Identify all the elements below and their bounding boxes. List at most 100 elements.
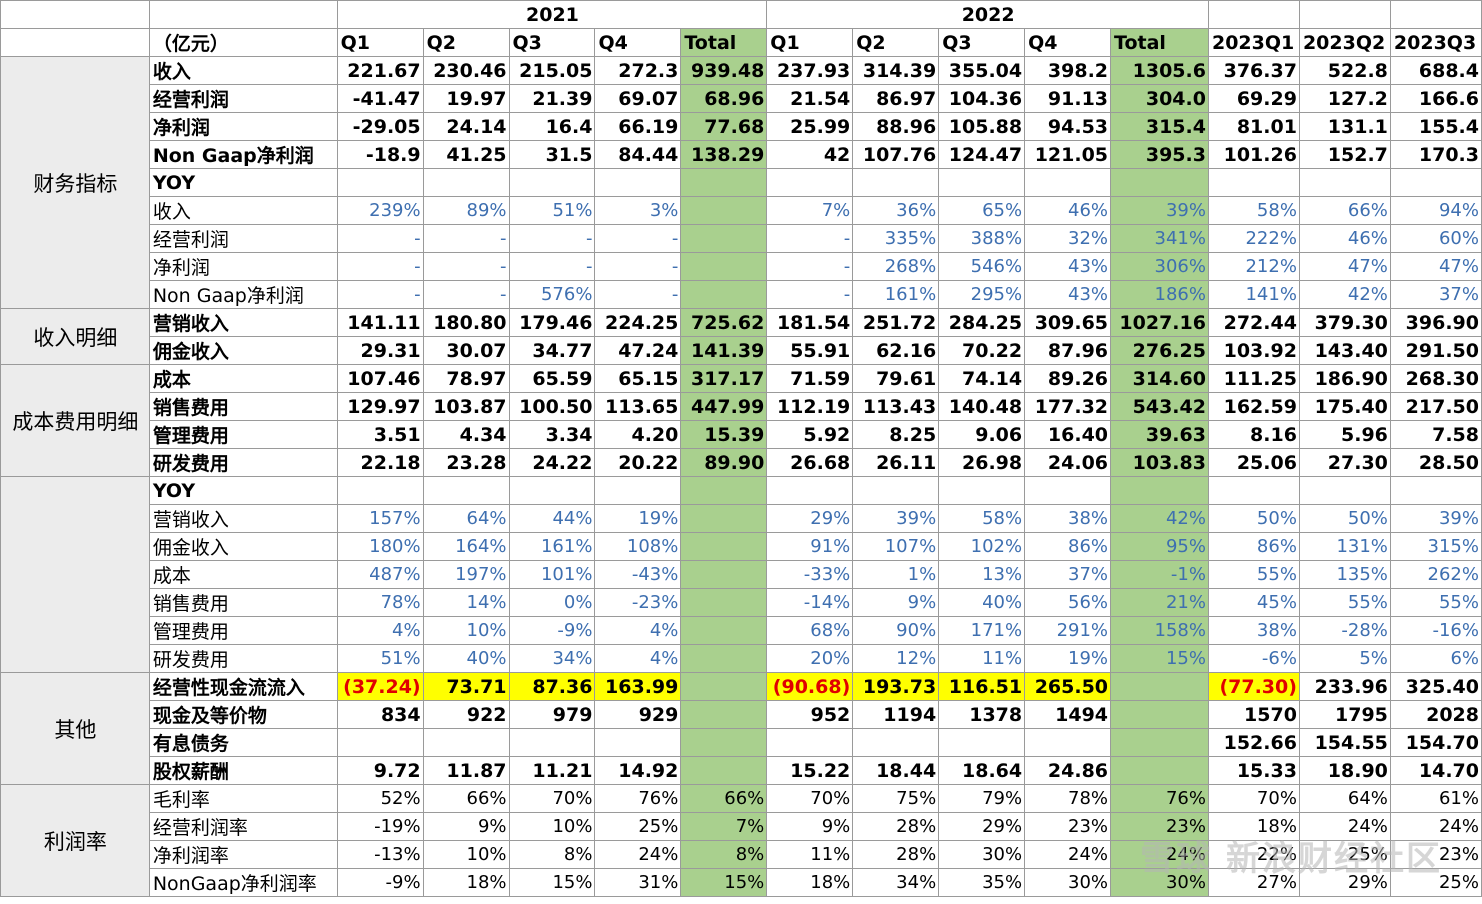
table-cell: -9%: [336, 868, 424, 897]
table-cell: -41.47: [336, 84, 424, 113]
table-cell: [336, 476, 424, 505]
table-cell: 25%: [594, 812, 682, 841]
table-cell: 179.46: [508, 308, 596, 337]
table-cell: -: [594, 224, 682, 253]
table-cell: 34%: [852, 868, 940, 897]
row-label: 管理费用: [148, 616, 338, 645]
table-cell: -: [422, 252, 510, 281]
table-cell: 939.48: [680, 56, 768, 85]
column-header: Q3: [938, 28, 1026, 57]
table-cell: 10%: [422, 616, 510, 645]
table-cell: [336, 728, 424, 757]
table-cell: 355.04: [938, 56, 1026, 85]
table-cell: 30%: [1110, 868, 1209, 897]
table-cell: 75%: [852, 784, 940, 813]
table-cell: 979: [508, 700, 596, 729]
column-header: Total: [1110, 28, 1209, 57]
row-label: 有息债务: [148, 728, 338, 757]
table-row: 研发费用 22.18 23.28 24.22 20.22 89.90 26.68 26.11 2…: [1, 448, 1482, 477]
table-cell: 101.26: [1207, 140, 1300, 169]
table-row: Non Gaap净利润 - -576% - -161% 295% 43% 186% 141% 42…: [1, 280, 1482, 309]
table-cell: 268.30: [1389, 364, 1482, 393]
table-cell: 217.50: [1389, 392, 1482, 421]
table-cell: 55.91: [766, 336, 854, 365]
table-row: 财务指标 收入 221.67 230.46 215.05 272.3 939.48 237.9…: [0, 56, 1482, 309]
column-header: Q1: [336, 28, 424, 57]
table-cell: 140.48: [938, 392, 1026, 421]
table-cell: 295%: [938, 280, 1026, 309]
table-cell: 56%: [1024, 588, 1112, 617]
table-cell: -: [766, 252, 854, 281]
column-header-row: （亿元） Q1 Q2 Q3 Q4 Total Q1 Q2 Q3 Q4 Total 2023Q1 202…: [0, 28, 1482, 57]
table-cell: 215.05: [508, 56, 596, 85]
table-row: 股权薪酬 9.72 11.87 11.21 14.92 15.22 18.44 18.64 24…: [1, 756, 1482, 785]
table-cell: [680, 616, 768, 645]
table-cell: 15%: [1110, 644, 1209, 673]
group-label: 收入明细: [0, 308, 150, 365]
table-cell: 314.39: [852, 56, 940, 85]
table-cell: [680, 280, 768, 309]
table-cell: 29%: [766, 504, 854, 533]
table-cell: [938, 168, 1026, 197]
table-cell: 46%: [1024, 196, 1112, 225]
table-cell: [938, 728, 1026, 757]
table-cell: 952: [766, 700, 854, 729]
row-label: 销售费用: [148, 588, 338, 617]
table-row: 成本 487% 197% 101% -43% -33% 1% 13% 37% -1% 55% 135%…: [1, 560, 1482, 589]
table-cell: [1110, 168, 1209, 197]
table-cell: [594, 168, 682, 197]
row-label: 研发费用: [148, 644, 338, 673]
row-label: Non Gaap净利润: [148, 140, 338, 169]
table-cell: [680, 700, 768, 729]
table-cell: 43%: [1024, 280, 1112, 309]
row-label: 营销收入: [148, 308, 338, 337]
table-cell: 39.63: [1110, 420, 1209, 449]
table-cell: 32%: [1024, 224, 1112, 253]
table-row: 有息债务 152.66 154.55 154.70: [1, 728, 1482, 757]
row-label: 经营性现金流流入: [148, 672, 338, 701]
row-label: 收入: [148, 196, 338, 225]
table-cell: 107%: [852, 532, 940, 561]
table-cell: 18.90: [1298, 756, 1391, 785]
table-cell: 152.66: [1207, 728, 1300, 757]
table-cell: 47%: [1389, 252, 1482, 281]
group-label-empty: [0, 476, 150, 673]
table-cell: 10%: [508, 812, 596, 841]
table-cell: 154.55: [1298, 728, 1391, 757]
table-cell: 276.25: [1110, 336, 1209, 365]
table-cell: [1024, 728, 1112, 757]
table-cell: 50%: [1207, 504, 1300, 533]
row-label: 净利润: [148, 252, 338, 281]
table-cell: 29%: [938, 812, 1026, 841]
table-cell: 86%: [1024, 532, 1112, 561]
table-cell: 31.5: [508, 140, 596, 169]
table-row: 利润率 毛利率 52% 66% 70% 76% 66% 70% 75% 79% 78% 76% 70% 6…: [0, 784, 1482, 897]
table-cell: 66%: [680, 784, 768, 813]
table-cell: 9.06: [938, 420, 1026, 449]
table-row: YOY: [0, 476, 1482, 673]
table-cell: 62.16: [852, 336, 940, 365]
table-cell: 306%: [1110, 252, 1209, 281]
table-cell: 121.05: [1024, 140, 1112, 169]
table-cell: -: [594, 280, 682, 309]
row-label: 成本: [148, 560, 338, 589]
table-cell: 14.92: [594, 756, 682, 785]
table-cell: 546%: [938, 252, 1026, 281]
table-cell: 376.37: [1207, 56, 1300, 85]
table-cell: 834: [336, 700, 424, 729]
unit-label: （亿元）: [148, 28, 338, 57]
table-cell: 922: [422, 700, 510, 729]
table-cell: [852, 168, 940, 197]
table-cell: [680, 644, 768, 673]
table-cell: 22%: [1207, 840, 1300, 869]
group-label: 其他: [0, 672, 150, 785]
table-cell: 66%: [422, 784, 510, 813]
row-label: 净利润: [148, 112, 338, 141]
table-cell: 9%: [422, 812, 510, 841]
table-cell: [852, 476, 940, 505]
column-header: 2023Q1: [1207, 28, 1300, 57]
column-header: Q4: [1024, 28, 1112, 57]
row-label: YOY: [148, 476, 338, 505]
table-cell: 193.73: [852, 672, 940, 701]
table-cell: 81.01: [1207, 112, 1300, 141]
